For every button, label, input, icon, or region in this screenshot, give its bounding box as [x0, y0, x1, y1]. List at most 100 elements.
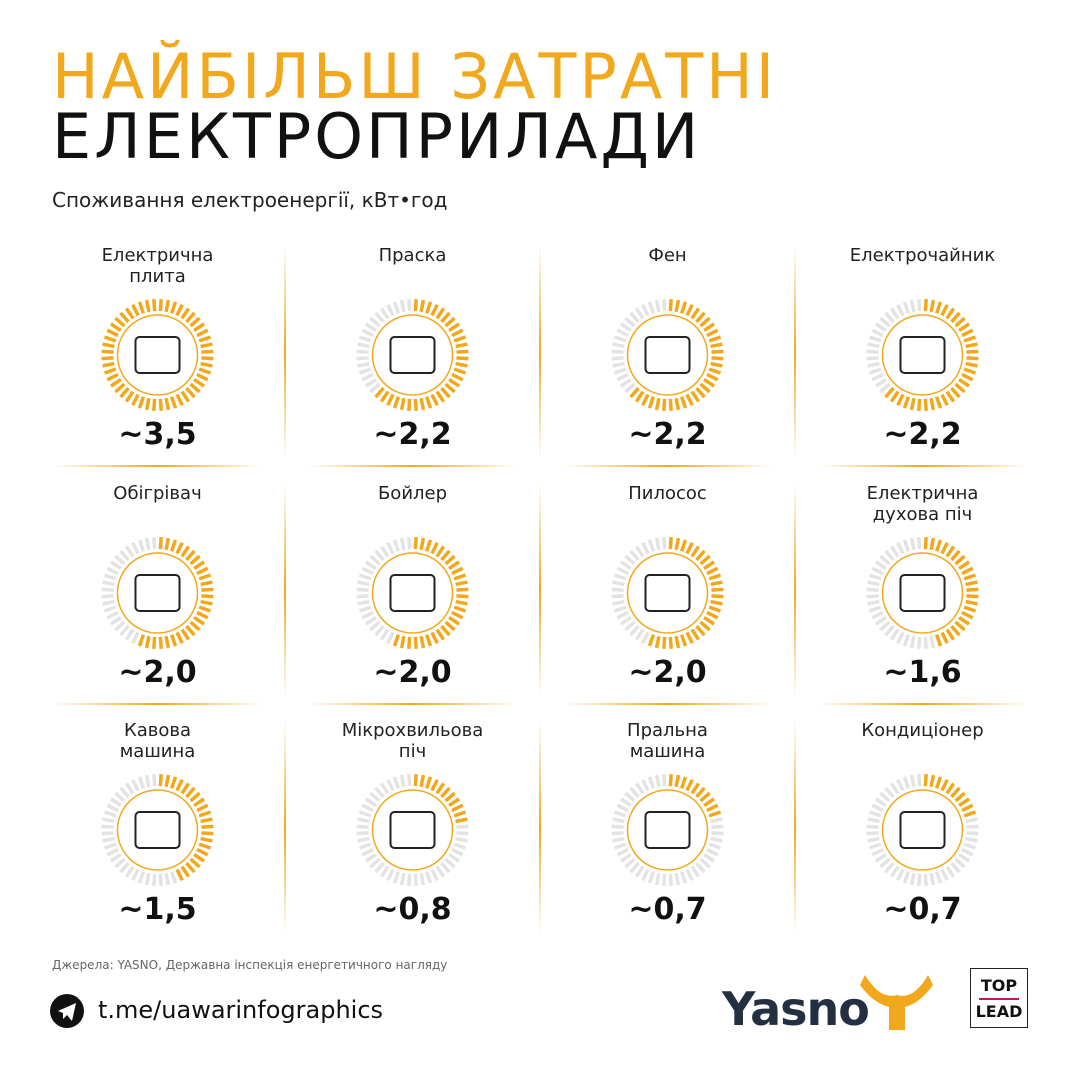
gauge-tick [710, 599, 723, 606]
gauge-tick [634, 628, 645, 641]
gauge-tick [662, 299, 667, 312]
gauge-tick [152, 873, 157, 886]
gauge-tick [164, 774, 171, 788]
gauge-tick [144, 299, 151, 313]
gauge-tick [954, 857, 966, 869]
row-divider [817, 703, 1028, 705]
gauge-tick [950, 549, 961, 562]
gauge-tick [180, 782, 191, 795]
gauge-tick [940, 868, 949, 881]
gauge-tick [364, 797, 377, 808]
gauge-tick [386, 393, 395, 406]
gauge-tick [874, 615, 887, 626]
gauge-tick [950, 624, 961, 637]
gauge-tick [634, 390, 645, 403]
gauge-tick [868, 810, 882, 818]
gauge-tick [866, 594, 879, 599]
gauge-tick [679, 776, 688, 789]
gauge-tick [934, 871, 943, 884]
gauge-tick [164, 635, 171, 649]
gauge-tick [958, 322, 971, 333]
gauge-tick [629, 386, 640, 399]
gauge-tick [896, 393, 905, 406]
gauge-tick [654, 872, 661, 886]
gauge-tick [435, 390, 446, 403]
badge-top: TOP [980, 976, 1018, 995]
gauge-tick [193, 797, 206, 808]
gauge-tick [668, 774, 673, 787]
gauge-tick [137, 776, 146, 789]
gauge-tick [710, 836, 723, 843]
gauge-tick [169, 539, 178, 552]
column-divider [794, 245, 796, 460]
gauge-tick [624, 857, 636, 869]
gauge-tick [386, 868, 395, 881]
gauge-tick [175, 779, 184, 792]
title: НАЙБІЛЬШ ЗАТРАТНІ [52, 40, 778, 113]
gauge-value [923, 537, 979, 647]
gauge-tick [386, 779, 395, 792]
gauge-tick [634, 865, 645, 878]
gauge-tick [611, 594, 624, 599]
appliance-icon [644, 574, 691, 612]
gauge-tick [674, 635, 681, 649]
gauge-tick [706, 610, 719, 620]
gauge-tick [430, 393, 439, 406]
gauge-tick [440, 386, 451, 399]
gauge-tick [902, 871, 911, 884]
gauge-tick [169, 776, 178, 789]
value-label: ~3,5 [118, 417, 197, 452]
gauge-tick [419, 872, 426, 886]
gauge-tick [144, 635, 151, 649]
gauge-tick [690, 545, 701, 558]
gauge-tick [923, 398, 928, 411]
appliance-icon [134, 811, 181, 849]
gauge-tick [866, 356, 879, 361]
gauge-tick [917, 636, 922, 649]
gauge-tick [867, 599, 880, 606]
gauge-tick [137, 539, 146, 552]
gauge-tick [711, 356, 724, 361]
gauge-tick [958, 560, 971, 571]
gauge-tick [934, 396, 943, 409]
gauge-tick [654, 299, 661, 313]
gauge-tick [611, 356, 624, 361]
gauge-tick [874, 377, 887, 388]
gauge-tick [619, 377, 632, 388]
gauge-tick [902, 301, 911, 314]
gauge-tick [674, 537, 681, 551]
value-label: ~2,0 [628, 655, 707, 690]
gauge-tick [963, 842, 977, 850]
gauge-tick [102, 599, 115, 606]
gauge-tick [451, 610, 464, 620]
gauge-tick [619, 797, 632, 808]
gauge-tick [884, 386, 895, 399]
gauge-tick [917, 299, 922, 312]
link[interactable]: t.me/uawarinfographics [98, 996, 384, 1024]
gauge-tick [101, 349, 114, 354]
gauge-tick [379, 782, 390, 795]
gauge-tick [690, 307, 701, 320]
gauge-tick [954, 791, 966, 803]
gauge-tick [950, 386, 961, 399]
gauge-tick [361, 610, 374, 620]
gauge-tick [175, 542, 184, 555]
gauge-tick [453, 367, 467, 375]
gauge-tick [455, 836, 468, 843]
gauge-tick [175, 868, 184, 881]
gauge-tick [369, 791, 381, 803]
gauge-tick [169, 871, 178, 884]
gauge-value [668, 774, 722, 818]
gauge-tick [451, 372, 464, 382]
gauge-tick [200, 817, 213, 824]
gauge-tick [169, 396, 178, 409]
gauge-track [101, 774, 178, 886]
column-divider [539, 483, 541, 698]
gauge-tick [131, 631, 140, 644]
gauge-tick [440, 311, 451, 324]
gauge-tick [158, 398, 163, 411]
gauge-tick [619, 615, 632, 626]
gauge-tick [710, 361, 723, 368]
gauge-track [611, 299, 667, 394]
